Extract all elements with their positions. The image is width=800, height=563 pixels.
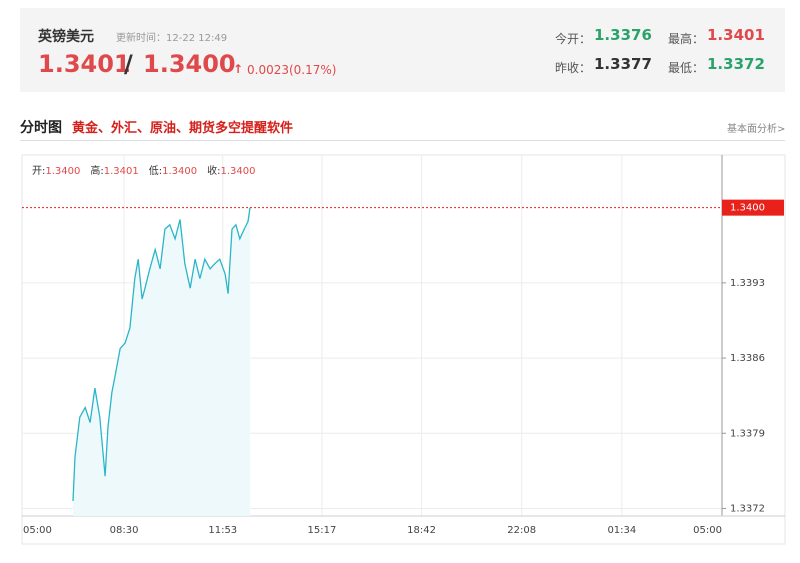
last-price-box: [722, 199, 784, 216]
y-tick-label: 1.3386: [730, 353, 765, 364]
y-tick-label: 1.3393: [730, 278, 765, 289]
divider: [20, 140, 785, 141]
x-tick-label: 05:00: [23, 525, 52, 536]
change: 0.0023(0.17%): [247, 63, 337, 77]
price-area: [73, 207, 250, 516]
quote-header: 英镑美元 更新时间：12-22 12:49 1.3401 / 1.3400 ↑ …: [20, 8, 785, 92]
info-value: 1.3400: [45, 166, 80, 177]
x-tick-label: 18:42: [407, 525, 436, 536]
stat-label: 最高：: [668, 32, 705, 46]
stat-value: 1.3401: [707, 26, 765, 44]
y-tick-label: 1.3379: [730, 428, 765, 439]
ask-price: 1.3400: [143, 50, 236, 78]
x-tick-label: 01:34: [607, 525, 636, 536]
stat-label: 今开：: [555, 32, 592, 46]
section-title: 分时图: [20, 120, 62, 136]
promo-link[interactable]: 黄金、外汇、原油、期货多空提醒软件: [72, 121, 294, 136]
separator: /: [124, 50, 133, 78]
info-value: 1.3401: [104, 166, 139, 177]
x-tick-label: 11:53: [208, 525, 237, 536]
symbol-title: 英镑美元: [38, 29, 94, 45]
last-price-label: 1.3400: [730, 203, 765, 214]
info-label: 收:: [207, 164, 220, 177]
stat-label: 昨收：: [555, 61, 592, 75]
x-tick-label: 15:17: [308, 525, 337, 536]
y-tick-label: 1.3372: [730, 503, 765, 514]
stat-value: 1.3376: [594, 26, 652, 44]
info-label: 开:: [32, 166, 45, 177]
stat-value: 1.3377: [594, 55, 652, 73]
chart-frame: [21, 154, 786, 545]
info-label: 高:: [90, 164, 103, 177]
x-tick-label: 05:00: [693, 525, 722, 536]
info-value: 1.3400: [221, 166, 256, 177]
price-line: [72, 207, 251, 502]
stat-label: 最低：: [668, 61, 705, 75]
update-time: 更新时间：12-22 12:49: [116, 33, 228, 44]
info-value: 1.3400: [162, 166, 197, 177]
info-label: 低:: [149, 164, 162, 177]
analysis-link[interactable]: 基本面分析>: [727, 124, 786, 135]
x-tick-label: 08:30: [110, 525, 139, 536]
bid-price: 1.3401: [38, 50, 131, 78]
x-tick-label: 22:08: [507, 525, 536, 536]
up-arrow: ↑: [233, 62, 244, 76]
stat-value: 1.3372: [707, 55, 765, 73]
